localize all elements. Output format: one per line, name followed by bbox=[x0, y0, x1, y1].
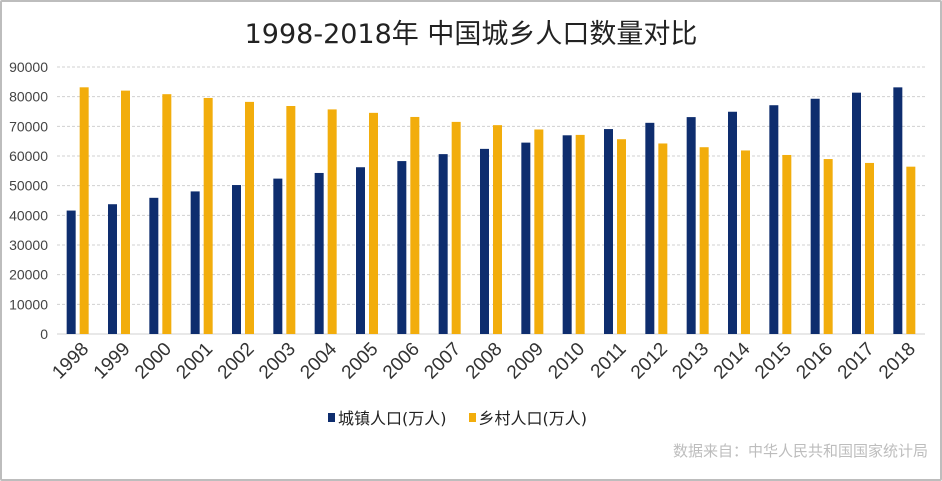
bar-rural bbox=[823, 159, 833, 334]
bar-urban bbox=[769, 105, 779, 334]
x-tick-label: 2007 bbox=[420, 339, 465, 384]
bar-rural bbox=[617, 139, 626, 334]
x-tick-label: 2000 bbox=[131, 339, 176, 384]
bar-urban bbox=[273, 178, 283, 334]
x-tick-label: 2015 bbox=[751, 339, 796, 384]
bar-rural bbox=[79, 87, 89, 334]
bar-urban bbox=[397, 161, 407, 334]
bar-rural bbox=[327, 109, 337, 334]
y-tick-label: 80000 bbox=[9, 89, 48, 105]
bar-urban bbox=[232, 185, 241, 334]
x-tick-label: 1999 bbox=[90, 339, 135, 384]
bar-rural bbox=[865, 162, 874, 334]
bar-urban bbox=[521, 142, 531, 334]
x-tick-label: 2014 bbox=[710, 338, 755, 383]
bar-urban bbox=[645, 122, 655, 334]
x-tick-label: 2003 bbox=[255, 339, 300, 384]
bar-rural bbox=[162, 94, 172, 334]
bar-urban bbox=[852, 92, 861, 335]
x-tick-label: 2011 bbox=[587, 339, 631, 383]
bar-rural bbox=[203, 97, 213, 334]
x-tick-label: 1998 bbox=[48, 339, 93, 384]
x-tick-label: 2016 bbox=[792, 339, 837, 384]
bar-rural bbox=[782, 154, 792, 334]
bar-rural bbox=[741, 150, 750, 334]
bar-rural bbox=[451, 121, 461, 334]
chart-title: 1998-2018年 中国城乡人口数量对比 bbox=[244, 19, 698, 50]
bar-rural bbox=[699, 147, 709, 334]
x-tick-label: 2002 bbox=[214, 339, 259, 384]
x-tick-label: 2005 bbox=[338, 339, 383, 384]
x-tick-label: 2018 bbox=[875, 339, 920, 384]
y-tick-label: 70000 bbox=[9, 118, 48, 134]
source-note: 数据来自：中华人民共和国国家统计局 bbox=[672, 442, 928, 460]
y-tick-label: 40000 bbox=[9, 207, 48, 223]
bar-rural bbox=[121, 90, 130, 334]
bar-urban bbox=[604, 129, 613, 334]
y-tick-label: 50000 bbox=[9, 178, 48, 194]
bar-urban bbox=[562, 135, 572, 334]
bar-urban bbox=[149, 197, 159, 334]
x-tick-label: 2001 bbox=[172, 339, 217, 384]
y-tick-label: 60000 bbox=[9, 148, 48, 164]
bar-urban bbox=[66, 210, 76, 334]
y-tick-label: 30000 bbox=[9, 237, 48, 253]
x-tick-label: 2008 bbox=[462, 339, 507, 384]
bar-urban bbox=[438, 154, 448, 334]
x-tick-label: 2017 bbox=[834, 339, 879, 384]
x-tick-label: 2012 bbox=[627, 339, 672, 384]
bar-rural bbox=[575, 134, 585, 334]
x-tick-label: 2006 bbox=[379, 339, 424, 384]
y-tick-label: 10000 bbox=[9, 296, 48, 312]
y-tick-label: 90000 bbox=[9, 59, 48, 75]
bar-urban bbox=[893, 87, 903, 334]
bar-rural bbox=[369, 112, 378, 334]
legend-item-rural: 乡村人口(万人) bbox=[468, 405, 588, 429]
bar-rural bbox=[658, 143, 668, 334]
bar-rural bbox=[410, 116, 420, 334]
bar-rural bbox=[286, 106, 296, 334]
bar-urban bbox=[686, 117, 696, 334]
x-tick-label: 2013 bbox=[668, 339, 713, 384]
y-tick-label: 0 bbox=[40, 326, 48, 342]
legend-item-urban: 城镇人口(万人) bbox=[328, 405, 447, 429]
bar-rural bbox=[906, 166, 916, 334]
legend: 城镇人口(万人) 乡村人口(万人) bbox=[328, 405, 587, 429]
y-tick-label: 20000 bbox=[9, 267, 48, 283]
x-tick-label: 2010 bbox=[544, 339, 589, 384]
bar-urban bbox=[810, 98, 820, 334]
bar-urban bbox=[314, 172, 324, 334]
bar-rural bbox=[493, 125, 502, 335]
bar-urban bbox=[480, 148, 489, 334]
legend-swatch-rural bbox=[468, 412, 476, 422]
bar-urban bbox=[108, 204, 117, 334]
bar-urban bbox=[728, 111, 737, 334]
x-tick-label: 2004 bbox=[296, 338, 341, 383]
legend-label-urban: 城镇人口(万人) bbox=[338, 409, 447, 428]
x-tick-label: 2009 bbox=[503, 339, 548, 384]
legend-label-rural: 乡村人口(万人) bbox=[478, 409, 588, 428]
bar-urban bbox=[190, 191, 200, 334]
bar-rural bbox=[245, 101, 254, 334]
bar-urban bbox=[356, 167, 365, 334]
legend-swatch-urban bbox=[328, 412, 335, 422]
bar-rural bbox=[534, 129, 544, 334]
